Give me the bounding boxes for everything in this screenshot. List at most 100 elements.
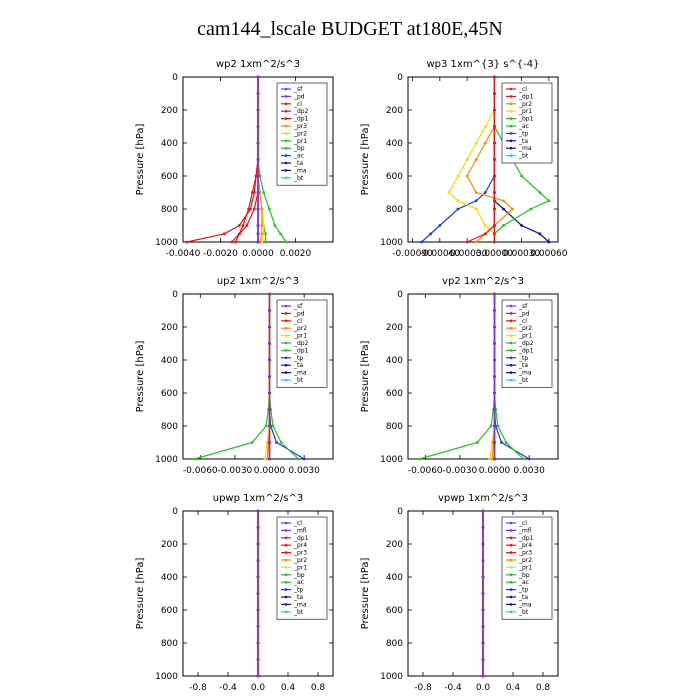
legend-label-0-9: _ac xyxy=(293,153,304,160)
data-point-0-0-4 xyxy=(256,141,260,145)
data-point-3-0-0 xyxy=(493,292,496,296)
legend-label-3-2: _cl xyxy=(518,318,527,325)
data-point-0-0-1 xyxy=(256,92,260,95)
x-tick-label-0-3: 0.0020 xyxy=(280,249,312,259)
y-tick-label-1-0: 0 xyxy=(397,73,403,83)
y-tick-label-3-1: 200 xyxy=(386,323,403,333)
x-tick-label-4-1: -0.4 xyxy=(219,683,237,693)
data-point-1-7-10 xyxy=(520,224,523,227)
data-point-4-0-2 xyxy=(256,542,260,546)
legend-marker-2-6 xyxy=(284,349,288,352)
y-tick-label-2-0: 0 xyxy=(172,290,178,300)
data-point-3-7-10 xyxy=(527,457,531,461)
legend-label-2-8: _ta xyxy=(293,362,303,369)
data-point-2-0-3 xyxy=(268,342,271,345)
data-point-1-6-9 xyxy=(456,207,460,211)
data-point-1-4-7 xyxy=(538,191,542,194)
data-point-3-0-2 xyxy=(493,325,496,329)
x-tick-label-0-0: -0.0040 xyxy=(166,249,201,259)
data-point-2-5-10 xyxy=(193,457,196,461)
data-point-3-0-4 xyxy=(493,358,496,362)
x-tick-label-3-2: 0.0000 xyxy=(479,466,511,476)
legend-marker-0-2 xyxy=(284,102,288,106)
y-axis-label-0: Pressure [hPa] xyxy=(135,124,146,196)
data-point-1-0-6 xyxy=(493,174,496,178)
legend-label-0-3: _dp2 xyxy=(293,108,309,115)
data-point-4-0-10 xyxy=(256,674,260,678)
legend-marker-4-12 xyxy=(284,610,288,614)
legend-marker-5-11 xyxy=(509,603,513,606)
data-point-1-0-0 xyxy=(493,75,496,79)
panel-title-5: vpwp 1xm^2/s^3 xyxy=(438,493,528,504)
y-tick-label-3-5: 1000 xyxy=(380,455,403,465)
y-tick-label-1-2: 400 xyxy=(386,139,403,149)
data-point-5-0-6 xyxy=(481,608,485,612)
panel-title-3: vp2 1xm^2/s^3 xyxy=(442,276,524,287)
x-tick-label-0-2: 0.0000 xyxy=(242,249,274,259)
legend-label-3-1: _pd xyxy=(518,310,530,317)
legend-marker-0-12 xyxy=(284,176,288,180)
data-point-2-0-8 xyxy=(268,424,271,428)
legend-label-5-5: _pr2 xyxy=(518,557,532,564)
legend-label-3-0: _sf xyxy=(518,303,528,310)
legend-marker-4-0 xyxy=(284,521,288,525)
data-point-4-0-8 xyxy=(256,641,260,645)
legend-marker-2-3 xyxy=(284,326,288,330)
data-point-1-1-11 xyxy=(483,232,487,236)
data-point-3-0-3 xyxy=(493,342,496,345)
y-tick-label-5-0: 0 xyxy=(397,507,403,517)
legend-marker-0-0 xyxy=(284,87,288,91)
legend-marker-4-3 xyxy=(284,543,288,547)
data-point-1-6-8 xyxy=(474,199,478,203)
data-point-0-2-8 xyxy=(249,207,252,211)
legend-label-5-7: _bp xyxy=(518,572,530,579)
data-point-0-2-10 xyxy=(222,232,226,236)
legend-marker-4-1 xyxy=(284,529,288,532)
data-point-3-5-8 xyxy=(489,424,493,428)
data-point-3-3-10 xyxy=(490,457,494,461)
data-point-0-0-9 xyxy=(256,224,260,227)
y-tick-label-2-2: 400 xyxy=(161,356,178,366)
y-tick-label-4-5: 1000 xyxy=(155,672,178,682)
legend-label-5-1: _mfl xyxy=(518,527,532,534)
legend-marker-2-8 xyxy=(284,363,288,367)
legend-marker-1-0 xyxy=(509,87,513,91)
legend-label-2-9: _ma xyxy=(293,370,307,377)
x-tick-label-5-3: 0.4 xyxy=(506,683,521,693)
legend-marker-3-6 xyxy=(509,349,513,352)
x-tick-label-5-1: -0.4 xyxy=(444,683,462,693)
legend-label-4-10: _ta xyxy=(293,594,303,601)
data-point-4-0-3 xyxy=(256,559,260,562)
legend-label-4-2: _dp1 xyxy=(293,535,309,542)
legend-label-5-0: _cl xyxy=(518,520,527,527)
legend-marker-4-6 xyxy=(284,566,288,569)
x-tick-label-1-3: 0.00000 xyxy=(476,249,513,259)
legend-label-2-2: _cl xyxy=(293,318,302,325)
legend-label-4-8: _ac xyxy=(293,579,304,586)
legend-label-3-8: _ta xyxy=(518,362,528,369)
data-point-0-2-9 xyxy=(237,224,241,227)
y-tick-label-0-1: 200 xyxy=(161,106,178,116)
legend-marker-3-7 xyxy=(509,356,513,360)
legend-label-5-8: _ac xyxy=(518,579,529,586)
data-point-3-5-10 xyxy=(418,457,421,461)
panel-title-1: wp3 1xm^{3} s^{-4} xyxy=(426,59,539,70)
data-point-0-0-10 xyxy=(256,232,260,236)
legend-label-5-2: _dp1 xyxy=(518,535,534,542)
legend-label-4-4: _pr3 xyxy=(293,550,307,557)
legend-marker-1-3 xyxy=(509,109,513,113)
data-point-4-0-5 xyxy=(256,592,260,595)
y-tick-label-1-3: 600 xyxy=(386,172,403,182)
legend-marker-2-4 xyxy=(284,334,288,337)
data-point-5-0-7 xyxy=(481,625,485,628)
data-point-4-0-6 xyxy=(256,608,260,612)
legend-label-4-11: _ma xyxy=(293,601,307,608)
legend-label-2-7: _tp xyxy=(293,355,303,362)
y-axis-label-5: Pressure [hPa] xyxy=(360,558,371,630)
panel-title-2: up2 1xm^2/s^3 xyxy=(217,276,299,287)
y-tick-label-2-4: 800 xyxy=(161,422,178,432)
y-tick-label-3-0: 0 xyxy=(397,290,403,300)
data-point-1-6-7 xyxy=(483,191,487,194)
legend-marker-4-9 xyxy=(284,588,288,591)
y-tick-label-4-0: 0 xyxy=(172,507,178,517)
